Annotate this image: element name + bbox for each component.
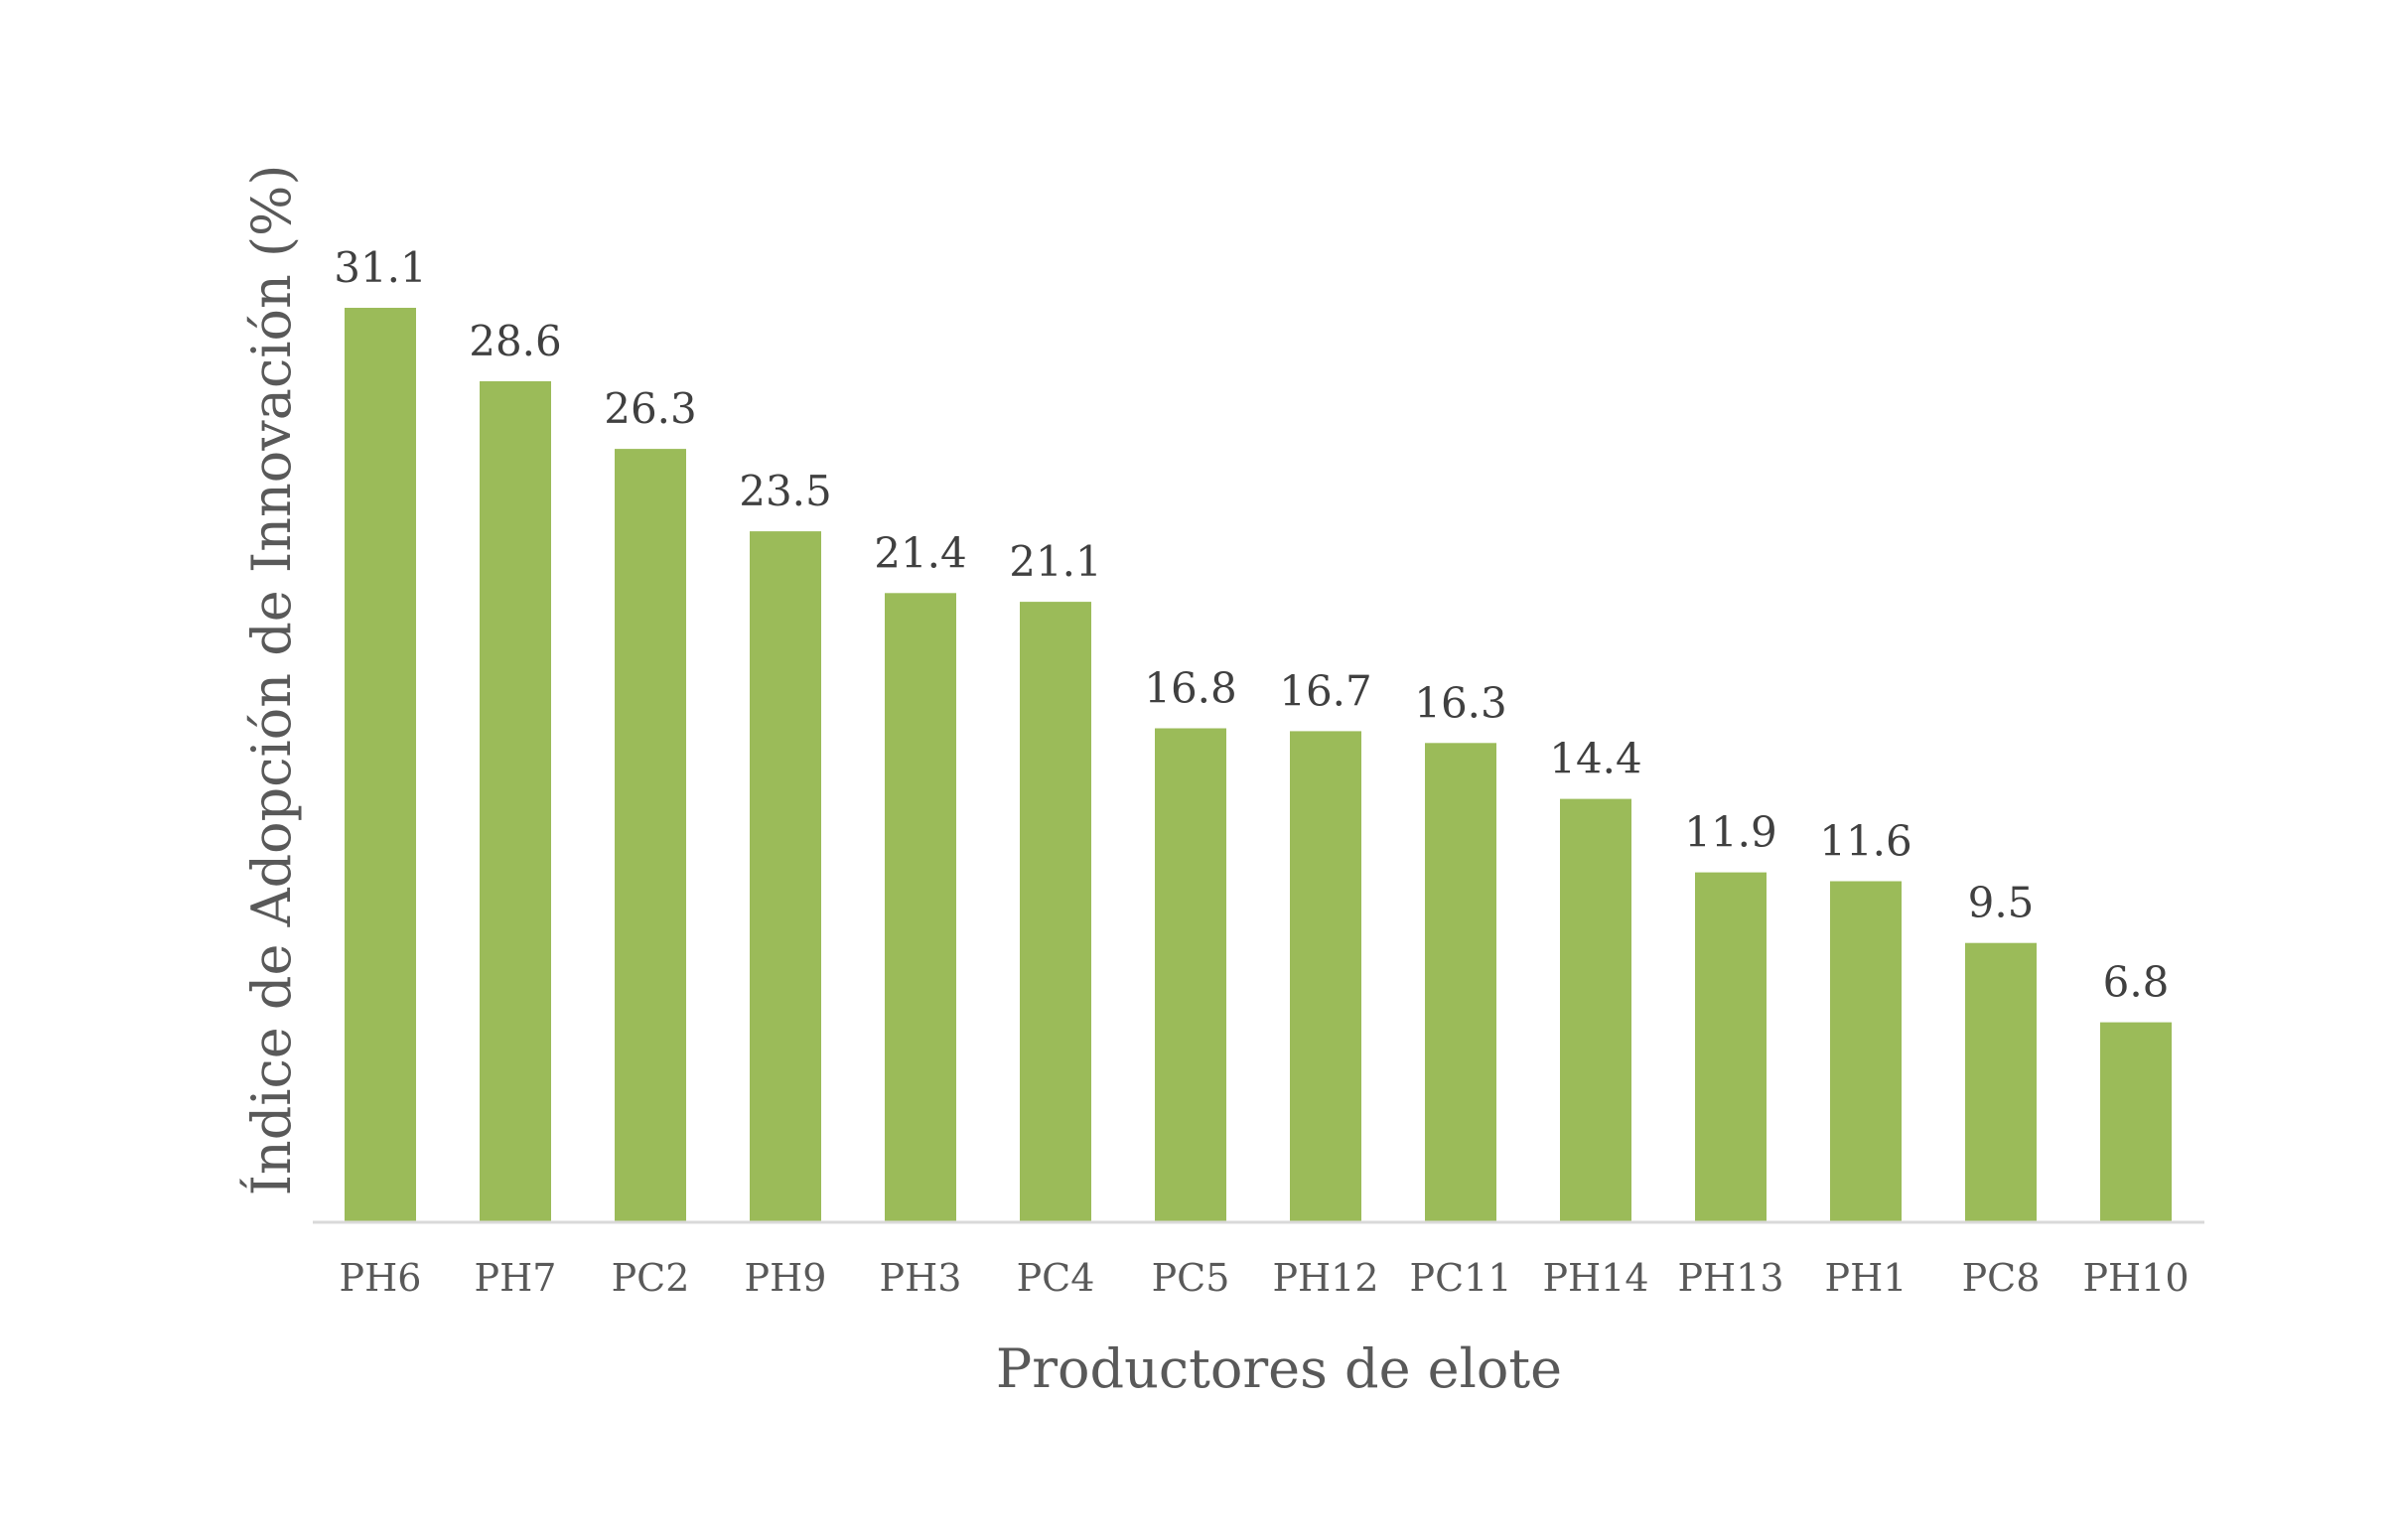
value-label-ph9: 23.5 (739, 467, 832, 515)
bar-ph10 (2100, 1022, 2172, 1222)
bar-ph6 (345, 308, 416, 1222)
bar-pc2 (615, 449, 686, 1223)
bar-pc11 (1425, 743, 1496, 1222)
x-tick-label-ph6: PH6 (340, 1256, 422, 1300)
x-tick-label-ph10: PH10 (2082, 1256, 2189, 1300)
value-label-ph6: 31.1 (334, 243, 427, 292)
value-label-ph1: 11.6 (1819, 817, 1912, 866)
bar-ph7 (480, 381, 551, 1222)
x-tick-label-pc2: PC2 (612, 1256, 690, 1300)
value-labels-group: 31.1 28.6 26.3 23.5 21.4 21.1 16.8 16.7 16.3 14.4… (334, 243, 2169, 1007)
x-tick-label-ph13: PH13 (1677, 1256, 1783, 1300)
x-tick-label-pc11: PC11 (1410, 1256, 1512, 1300)
bar-ph3 (885, 593, 956, 1222)
value-label-ph12: 16.7 (1279, 666, 1372, 715)
x-tick-label-ph14: PH14 (1542, 1256, 1648, 1300)
value-label-pc5: 16.8 (1144, 664, 1237, 713)
x-tick-labels-group: PH6 PH7 PC2 PH9 PH3 PC4 PC5 PH12 PC11 PH14 PH13 PH1… (340, 1256, 2190, 1300)
x-tick-label-ph1: PH1 (1825, 1256, 1908, 1300)
value-label-ph3: 21.4 (874, 528, 967, 577)
bar-pc4 (1020, 602, 1091, 1222)
y-axis-title: Índice de Adopción de Innovación (%) (239, 165, 303, 1196)
value-label-ph7: 28.6 (469, 317, 562, 365)
value-label-pc8: 9.5 (1968, 879, 2035, 927)
x-tick-label-ph3: PH3 (880, 1256, 962, 1300)
bar-ph14 (1560, 798, 1631, 1222)
x-tick-label-pc5: PC5 (1152, 1256, 1230, 1300)
value-label-ph13: 11.9 (1684, 808, 1777, 857)
x-axis-title: Productores de elote (996, 1337, 1562, 1400)
x-tick-label-ph7: PH7 (475, 1256, 557, 1300)
x-tick-label-pc4: PC4 (1017, 1256, 1095, 1300)
value-label-pc2: 26.3 (604, 384, 697, 433)
x-tick-label-pc8: PC8 (1962, 1256, 2041, 1300)
bar-ph1 (1830, 881, 1902, 1222)
x-tick-label-ph12: PH12 (1272, 1256, 1378, 1300)
bar-pc5 (1155, 728, 1226, 1222)
x-tick-label-ph9: PH9 (745, 1256, 827, 1300)
bar-ph13 (1695, 872, 1767, 1222)
bar-ph9 (750, 531, 821, 1222)
value-label-pc11: 16.3 (1414, 678, 1507, 727)
bar-pc8 (1965, 942, 2037, 1222)
value-label-pc4: 21.1 (1009, 537, 1102, 586)
bar-ph12 (1290, 731, 1361, 1222)
bars-group (345, 308, 2172, 1223)
value-label-ph10: 6.8 (2103, 958, 2170, 1007)
value-label-ph14: 14.4 (1549, 735, 1642, 783)
